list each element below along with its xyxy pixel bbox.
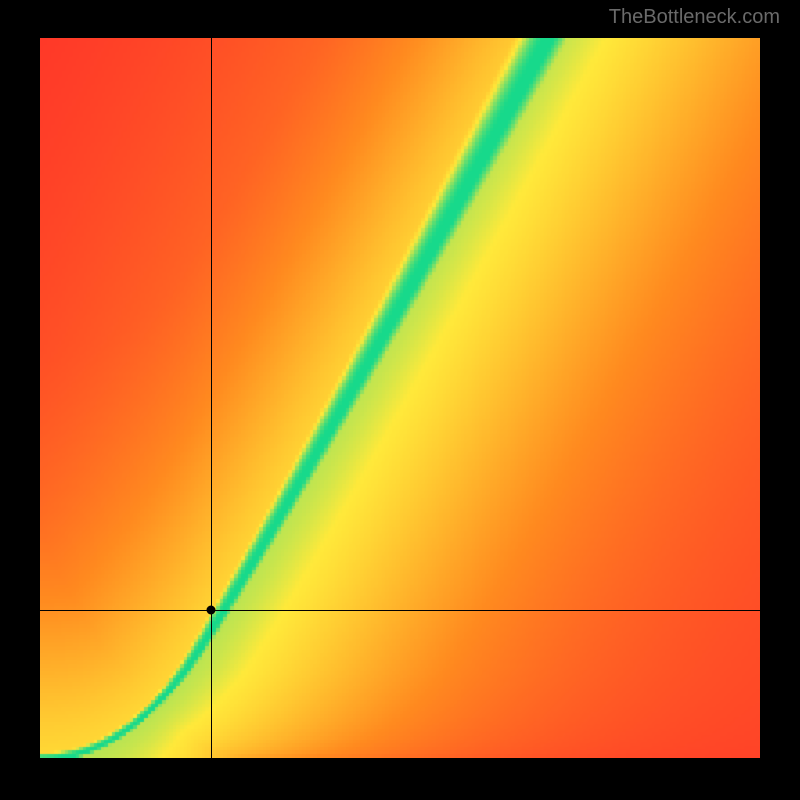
watermark-text: TheBottleneck.com	[609, 6, 780, 29]
chart-container: TheBottleneck.com	[0, 0, 800, 800]
plot-area	[40, 38, 760, 758]
crosshair-horizontal	[40, 610, 760, 611]
crosshair-vertical	[211, 38, 212, 758]
selected-point-marker[interactable]	[207, 606, 216, 615]
bottleneck-heatmap	[40, 38, 760, 758]
